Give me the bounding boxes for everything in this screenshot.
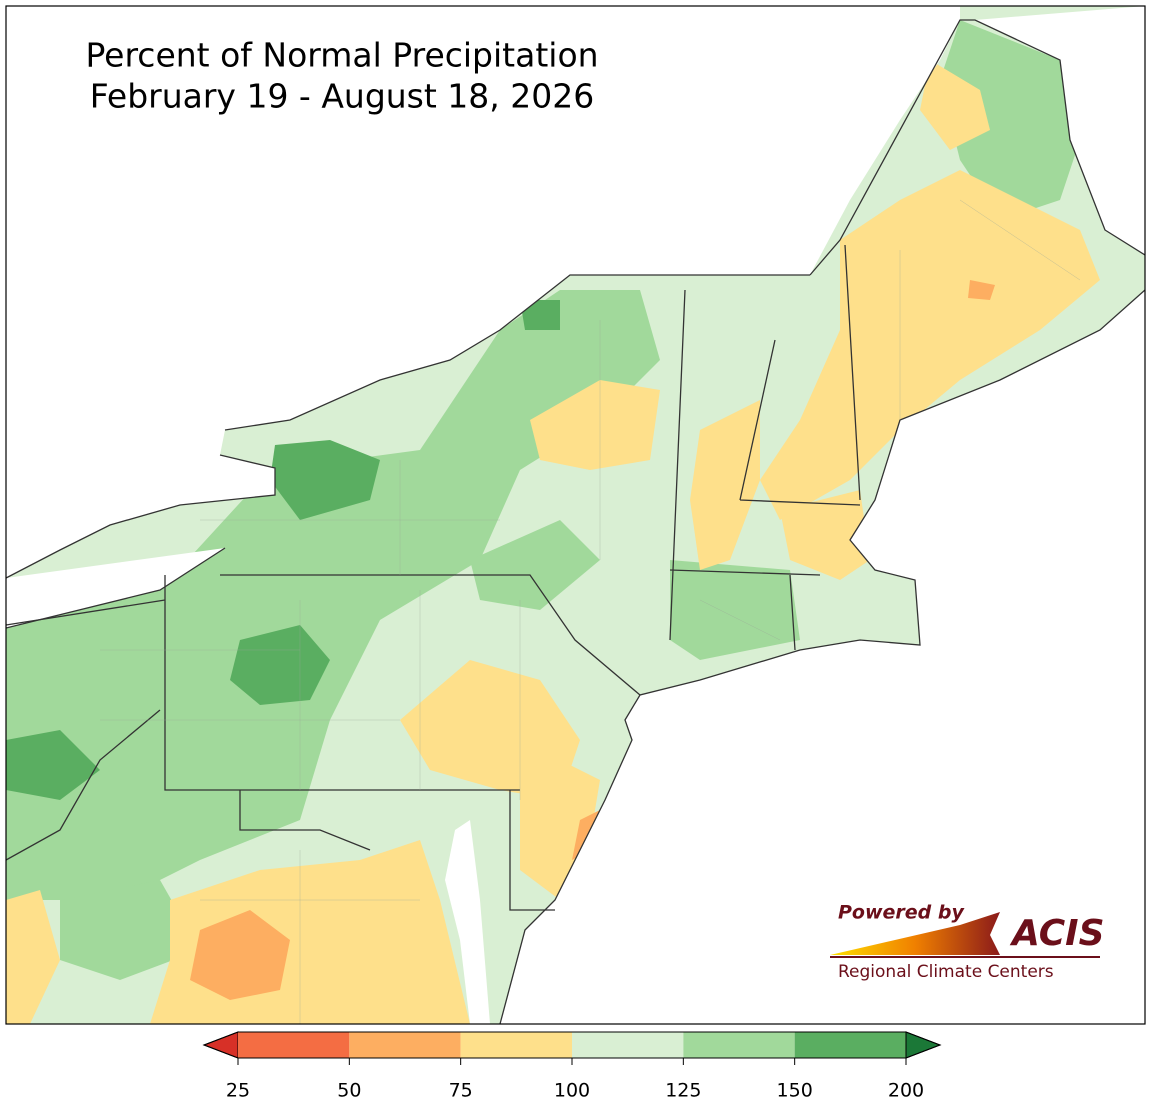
logo-swoosh xyxy=(830,912,1000,955)
outside-area xyxy=(975,6,1145,255)
region xyxy=(940,20,1080,220)
colorbar-tick-label: 125 xyxy=(665,1080,701,1102)
county-lines xyxy=(100,199,1081,1024)
logo-tagline: Powered by xyxy=(838,902,965,924)
region xyxy=(760,170,1100,520)
region xyxy=(690,400,760,570)
region xyxy=(60,880,200,980)
lake-erie xyxy=(6,548,225,628)
region xyxy=(190,910,290,1000)
region xyxy=(230,625,330,705)
region xyxy=(920,60,990,150)
region xyxy=(780,490,870,580)
colorbar-under xyxy=(202,1031,239,1059)
colorbar-over xyxy=(905,1031,942,1059)
logo-name: ACIS xyxy=(1009,913,1105,954)
colorbar-tick-label: 100 xyxy=(554,1080,590,1102)
outside-area xyxy=(6,6,960,578)
coastline xyxy=(6,274,810,629)
region xyxy=(572,810,600,860)
colorbar-segment xyxy=(238,1032,350,1058)
colorbar-segment xyxy=(683,1032,795,1058)
colorbar-tick-label: 25 xyxy=(226,1080,250,1102)
colorbar-segment xyxy=(794,1032,906,1058)
logo-subtitle: Regional Climate Centers xyxy=(838,962,1054,982)
map-area xyxy=(6,6,1145,1024)
region xyxy=(6,290,660,900)
acis-logo: Powered by ACIS Regional Climate Centers xyxy=(830,902,1105,982)
region xyxy=(400,660,580,800)
colorbar-tick-label: 200 xyxy=(888,1080,924,1102)
colorbar-segment xyxy=(460,1032,572,1058)
region xyxy=(670,560,800,660)
region xyxy=(968,280,995,300)
region xyxy=(6,890,60,1024)
map-frame xyxy=(5,5,1146,1025)
state-border xyxy=(6,19,1145,911)
region xyxy=(520,300,560,330)
region xyxy=(270,440,380,520)
region xyxy=(6,730,100,800)
colorbar-tick-label: 50 xyxy=(337,1080,361,1102)
colorbar-segment xyxy=(572,1032,684,1058)
colorbar: 25 50 75 100 125 150 200 xyxy=(202,1031,942,1102)
title-line: February 19 - August 18, 2026 xyxy=(90,77,595,116)
colorbar-segment xyxy=(349,1032,461,1058)
coastline xyxy=(499,289,1145,1024)
chesapeake-bay xyxy=(445,820,490,1024)
colorbar-tick-label: 75 xyxy=(449,1080,473,1102)
region xyxy=(520,760,600,900)
region xyxy=(530,380,660,470)
region xyxy=(470,520,600,610)
ocean xyxy=(500,290,1145,1024)
colorbar-tick-label: 150 xyxy=(777,1080,813,1102)
title-line: Percent of Normal Precipitation xyxy=(85,36,598,75)
